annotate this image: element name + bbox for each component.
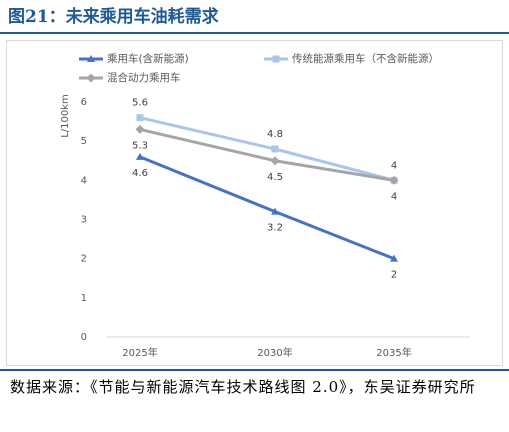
data-point — [135, 124, 145, 134]
y-tick-label: 3 — [81, 215, 87, 226]
x-tick-label: 2025年 — [122, 346, 157, 359]
data-label: 4 — [391, 160, 397, 171]
source-note: 数据来源：《节能与新能源汽车技术路线图 2.0》，东吴证券研究所 — [10, 378, 476, 396]
legend-swatch-marker — [272, 55, 280, 63]
data-label: 2 — [391, 270, 397, 281]
y-axis-title: L/100km — [60, 94, 71, 138]
legend-label: 混合动力乘用车 — [107, 71, 181, 84]
data-label: 4.5 — [267, 172, 283, 183]
data-point — [136, 114, 144, 122]
legend-label: 乘用车(含新能源) — [107, 52, 189, 65]
y-tick-label: 2 — [81, 254, 87, 265]
data-point — [389, 175, 399, 185]
legend-label: 传统能源乘用车（不含新能源） — [292, 52, 439, 65]
data-label: 4.8 — [267, 129, 283, 140]
data-point — [136, 152, 144, 160]
data-point — [271, 207, 279, 215]
legend-swatch-marker — [87, 55, 95, 62]
data-point — [271, 145, 279, 153]
data-label: 5.3 — [132, 140, 148, 151]
data-label: 5.6 — [132, 98, 148, 109]
x-tick-label: 2030年 — [257, 346, 292, 359]
y-tick-label: 6 — [81, 97, 87, 108]
y-tick-label: 0 — [81, 332, 87, 343]
data-point — [270, 156, 280, 166]
figure-title: 图21：未来乘用车油耗需求 — [8, 7, 219, 27]
data-label: 4.6 — [132, 168, 148, 179]
x-tick-label: 2035年 — [376, 346, 411, 359]
data-label: 4 — [391, 191, 397, 202]
source-rule — [0, 369, 509, 371]
line-chart: 0 1 2 3 4 5 6 L/100km 2025年 2030年 2035年 4.6 3.2 2 5.6 4… — [60, 52, 470, 359]
chart-frame: 0 1 2 3 4 5 6 L/100km 2025年 2030年 2035年 4.6 3.2 2 5.6 4… — [6, 40, 503, 366]
y-tick-label: 4 — [81, 175, 87, 186]
data-label: 3.2 — [267, 223, 283, 234]
title-rule — [0, 32, 509, 34]
data-point — [390, 254, 398, 262]
y-tick-label: 5 — [81, 136, 87, 147]
y-tick-label: 1 — [81, 293, 87, 304]
legend-swatch-marker — [86, 73, 96, 83]
